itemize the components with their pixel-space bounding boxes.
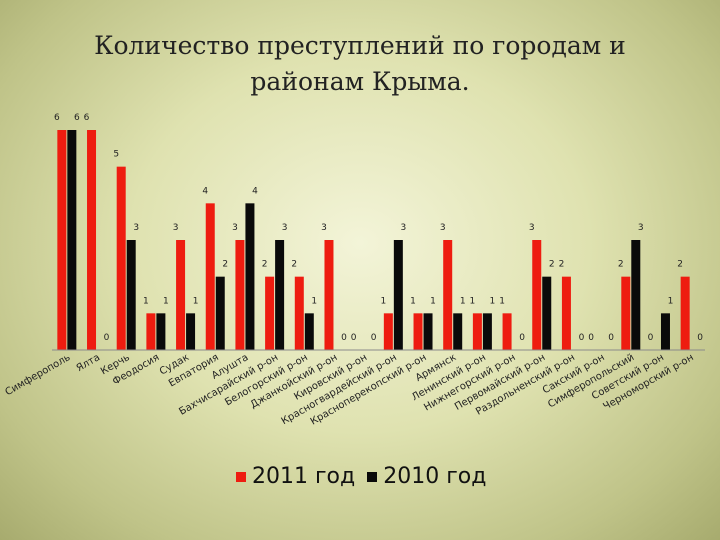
bar-2011-13 <box>443 240 453 350</box>
bar-2010-11 <box>393 240 403 350</box>
legend-swatch-2011 <box>236 471 246 482</box>
value-label-2010-0: 6 <box>74 113 80 123</box>
value-label-2010-9: 0 <box>341 333 347 343</box>
bar-2010-19 <box>631 240 641 350</box>
value-label-2010-6: 4 <box>252 186 258 196</box>
value-label-2011-14: 1 <box>470 296 476 306</box>
value-label-2011-6: 3 <box>232 223 238 233</box>
bar-2011-4 <box>176 240 186 350</box>
category-label-0: Симферополь <box>3 352 72 398</box>
bar-2011-9 <box>324 240 334 350</box>
bar-2011-17 <box>561 276 571 350</box>
value-label-2010-21: 0 <box>697 333 703 343</box>
value-label-2011-12: 1 <box>410 296 416 306</box>
value-label-2010-16: 2 <box>549 260 555 270</box>
value-label-2010-13: 1 <box>460 296 466 306</box>
bar-2010-13 <box>453 313 463 350</box>
bar-2010-6 <box>245 203 255 350</box>
value-label-2011-21: 2 <box>677 260 683 270</box>
value-label-2011-7: 2 <box>262 260 268 270</box>
value-label-2010-20: 1 <box>668 296 674 306</box>
value-label-2011-0: 6 <box>54 113 60 123</box>
value-label-2010-1: 0 <box>104 333 110 343</box>
bar-2011-8 <box>294 276 304 350</box>
bar-2011-6 <box>235 240 245 350</box>
value-label-2011-4: 3 <box>173 223 179 233</box>
value-label-2011-20: 0 <box>648 333 654 343</box>
bar-2010-0 <box>67 130 77 350</box>
value-label-2010-8: 1 <box>311 296 317 306</box>
value-label-2011-11: 1 <box>380 296 386 306</box>
value-label-2010-5: 2 <box>222 260 228 270</box>
title-line-2: районам Крыма. <box>250 67 470 96</box>
bar-2010-2 <box>126 240 136 350</box>
bar-2010-7 <box>275 240 285 350</box>
slide-title: Количество преступлений по городам и рай… <box>60 28 660 100</box>
value-label-2010-2: 3 <box>133 223 139 233</box>
value-label-2010-14: 1 <box>490 296 496 306</box>
bar-2011-21 <box>680 276 690 350</box>
value-label-2011-9: 3 <box>321 223 327 233</box>
value-label-2011-13: 3 <box>440 223 446 233</box>
value-label-2010-19: 3 <box>638 223 644 233</box>
bar-2011-11 <box>383 313 393 350</box>
title-line-1: Количество преступлений по городам и <box>94 31 626 60</box>
value-label-2010-4: 1 <box>193 296 199 306</box>
bar-2011-2 <box>116 166 126 350</box>
bar-2011-12 <box>413 313 423 350</box>
value-label-2010-10: 0 <box>371 333 377 343</box>
legend: 2011 год 2010 год <box>236 464 498 489</box>
category-label-1: Ялта <box>75 352 102 374</box>
bar-2011-14 <box>472 313 482 350</box>
value-label-2011-10: 0 <box>351 333 357 343</box>
bar-2010-12 <box>423 313 433 350</box>
value-label-2010-3: 1 <box>163 296 169 306</box>
bar-2011-3 <box>146 313 156 350</box>
bar-2011-1 <box>87 130 97 350</box>
bar-2011-5 <box>205 203 215 350</box>
legend-label-2011: 2011 год <box>252 464 356 489</box>
bar-2010-20 <box>660 313 670 350</box>
value-label-2010-7: 3 <box>282 223 288 233</box>
bar-2010-4 <box>186 313 196 350</box>
bar-2011-16 <box>532 240 542 350</box>
value-label-2011-5: 4 <box>202 186 208 196</box>
value-label-2010-15: 0 <box>519 333 525 343</box>
value-label-2010-12: 1 <box>430 296 436 306</box>
legend-label-2010: 2010 год <box>383 464 487 489</box>
legend-item-2011: 2011 год <box>236 464 355 489</box>
value-label-2011-2: 5 <box>113 150 119 160</box>
bar-2010-5 <box>215 276 225 350</box>
legend-swatch-2010 <box>367 471 378 482</box>
category-labels-group: Симферополь ЯлтаКерчьФеодосияСудакЕвпатор… <box>3 352 695 428</box>
bar-2011-7 <box>265 276 275 350</box>
value-label-2011-17: 2 <box>559 260 565 270</box>
value-label-2011-19: 2 <box>618 260 624 270</box>
value-label-2010-18: 0 <box>608 333 614 343</box>
bar-2010-3 <box>156 313 166 350</box>
value-label-2011-8: 2 <box>291 260 297 270</box>
value-label-2011-1: 6 <box>84 113 90 123</box>
bars-group <box>57 130 690 350</box>
value-label-2011-3: 1 <box>143 296 149 306</box>
value-label-2010-11: 3 <box>400 223 406 233</box>
legend-item-2010: 2010 год <box>367 464 486 489</box>
value-label-2011-16: 3 <box>529 223 535 233</box>
bar-2010-14 <box>482 313 492 350</box>
bar-2010-16 <box>542 276 552 350</box>
bar-2011-0 <box>57 130 67 350</box>
value-label-2011-15: 1 <box>499 296 505 306</box>
value-label-2010-17: 0 <box>579 333 585 343</box>
bar-2010-8 <box>304 313 314 350</box>
bar-2011-15 <box>502 313 512 350</box>
bar-2011-19 <box>621 276 631 350</box>
value-label-2011-18: 0 <box>588 333 594 343</box>
